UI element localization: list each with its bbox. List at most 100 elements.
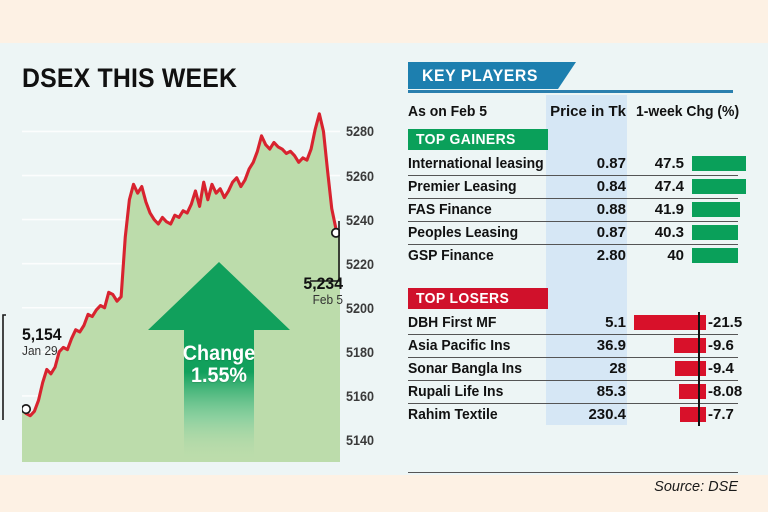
table-row: DBH First MF 5.1 -21.5 <box>408 311 746 334</box>
row-divider <box>408 198 738 200</box>
chart-panel: DSEX THIS WEEK 5280 5260 5240 5220 5200 5180 5… <box>0 43 392 475</box>
start-callout: 5,154 Jan 29 <box>22 326 65 358</box>
y-axis-tick: 5260 <box>346 167 375 184</box>
price-column-highlight <box>546 95 627 425</box>
price-value: 230.4 <box>588 406 626 423</box>
change-badge-line2: 1.55% <box>191 364 247 388</box>
table-row: Rahim Textile 230.4 -7.7 <box>408 403 746 426</box>
header-change: 1-week Chg (%) <box>636 103 740 120</box>
table-row: Asia Pacific Ins 36.9 -9.6 <box>408 334 746 357</box>
table-row: Sonar Bangla Ins 28 -9.4 <box>408 357 746 380</box>
header-as-on: As on Feb 5 <box>408 103 488 120</box>
price-value: 85.3 <box>596 383 626 400</box>
price-value: 36.9 <box>596 337 626 354</box>
end-callout-date: Feb 5 <box>312 293 343 307</box>
row-divider <box>408 221 738 223</box>
price-value: 0.88 <box>596 201 626 218</box>
company-name: DBH First MF <box>408 314 497 331</box>
source-attribution: Source: DSE <box>654 479 738 495</box>
start-point-marker <box>22 404 32 415</box>
bottom-background-band <box>0 475 768 512</box>
y-axis-tick: 5180 <box>346 343 375 360</box>
company-name: International leasing <box>408 155 544 172</box>
company-name: Asia Pacific Ins <box>408 337 511 354</box>
price-value: 0.87 <box>596 224 626 241</box>
y-axis-tick: 5240 <box>346 211 375 228</box>
price-value: 5.1 <box>605 314 626 331</box>
y-axis-tick: 5280 <box>346 123 375 140</box>
change-bar <box>634 315 706 330</box>
top-background-band <box>0 0 768 43</box>
table-header-row: As on Feb 5 Price in Tk 1-week Chg (%) <box>408 99 746 125</box>
change-value: -9.4 <box>708 360 734 377</box>
change-bar <box>692 225 738 240</box>
change-bar <box>692 202 740 217</box>
table-row: Peoples Leasing 0.87 40.3 <box>408 221 746 244</box>
company-name: Rupali Life Ins <box>408 383 504 400</box>
y-axis-tick: 5140 <box>346 431 375 448</box>
change-value: 47.4 <box>654 178 684 195</box>
table-row: International leasing 0.87 47.5 <box>408 152 746 175</box>
change-badge: Change 1.55% <box>164 342 274 388</box>
y-axis-tick: 5160 <box>346 387 375 404</box>
key-players-banner-shape <box>408 62 576 89</box>
change-value: -21.5 <box>708 314 743 331</box>
change-value: 41.9 <box>654 201 684 218</box>
change-value: -7.7 <box>708 406 734 423</box>
row-divider <box>408 380 738 382</box>
end-callout: 5,234 Feb 5 <box>257 275 343 307</box>
table-bottom-rule <box>408 472 738 474</box>
section-label-gainers: TOP GAINERS <box>416 131 516 148</box>
key-players-panel: KEY PLAYERS As on Feb 5 Price in Tk 1-we… <box>400 43 768 495</box>
change-badge-line1: Change <box>182 342 256 365</box>
end-point-marker <box>330 227 340 238</box>
change-value: 47.5 <box>654 155 684 172</box>
start-callout-value: 5,154 <box>22 325 62 344</box>
row-divider <box>408 334 738 336</box>
change-bar <box>680 407 706 422</box>
key-players-banner: KEY PLAYERS <box>408 62 576 89</box>
dsex-line-chart <box>22 105 340 462</box>
start-callout-leader <box>2 314 6 420</box>
end-callout-value: 5,234 <box>303 274 343 293</box>
up-arrow-icon <box>148 262 290 462</box>
company-name: GSP Finance <box>408 247 494 264</box>
change-bar <box>673 338 706 353</box>
price-value: 0.87 <box>596 155 626 172</box>
start-callout-date: Jan 29 <box>22 344 58 358</box>
row-divider <box>408 403 738 405</box>
change-bar <box>692 156 746 171</box>
price-value: 2.80 <box>596 247 626 264</box>
change-value: 40.3 <box>654 224 684 241</box>
change-bar <box>692 248 738 263</box>
change-bar <box>674 361 706 376</box>
chart-svg <box>22 112 340 462</box>
section-label-losers: TOP LOSERS <box>416 290 510 307</box>
table-row: Premier Leasing 0.84 47.4 <box>408 175 746 198</box>
change-bar <box>678 384 706 399</box>
company-name: Sonar Bangla Ins <box>408 360 522 377</box>
price-value: 0.84 <box>596 178 626 195</box>
header-price: Price in Tk <box>550 103 626 120</box>
y-axis-tick-labels: 5280 5260 5240 5220 5200 5180 5160 5140 <box>346 105 392 462</box>
table-row: Rupali Life Ins 85.3 -8.08 <box>408 380 746 403</box>
y-axis-tick: 5220 <box>346 255 375 272</box>
table-row: GSP Finance 2.80 40 <box>408 244 746 267</box>
company-name: Premier Leasing <box>408 178 517 195</box>
row-divider <box>408 244 738 246</box>
page-title: DSEX THIS WEEK <box>22 63 238 93</box>
company-name: FAS Finance <box>408 201 492 218</box>
losers-zero-axis <box>698 312 700 426</box>
banner-underline <box>408 90 733 93</box>
change-value: -8.08 <box>708 383 743 400</box>
company-name: Rahim Textile <box>408 406 498 423</box>
section-header-top-losers: TOP LOSERS <box>408 288 548 309</box>
row-divider <box>408 175 738 177</box>
price-value: 28 <box>609 360 626 377</box>
change-bar <box>692 179 746 194</box>
chart-area-fill <box>22 113 340 462</box>
chart-line <box>22 112 340 418</box>
key-players-banner-label: KEY PLAYERS <box>422 66 538 85</box>
row-divider <box>408 357 738 359</box>
